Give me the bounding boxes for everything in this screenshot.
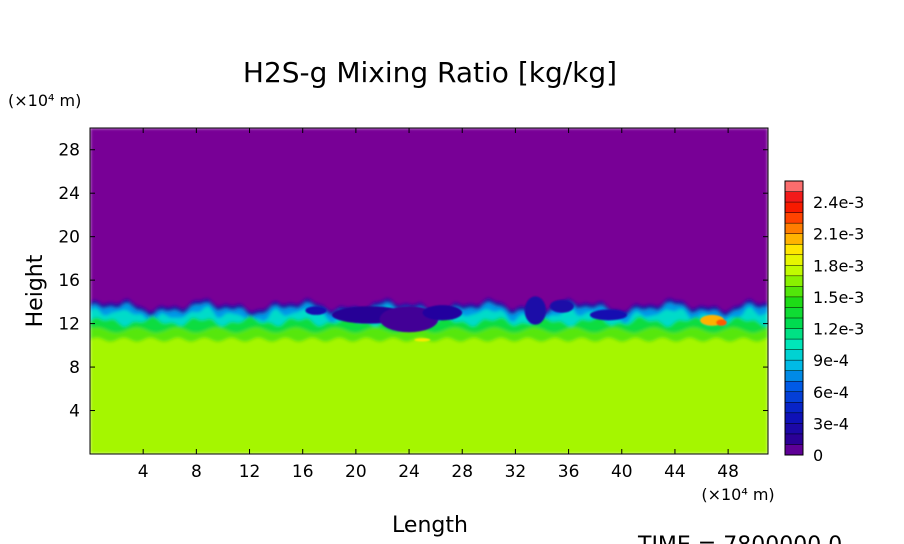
colorbar-label: 6e-4 — [813, 383, 849, 402]
y-tick-label: 24 — [58, 184, 80, 204]
colorbar-frame — [784, 180, 804, 456]
x-tick-label: 8 — [191, 462, 202, 482]
colorbar-label: 1.2e-3 — [813, 320, 864, 339]
x-tick-label: 12 — [239, 462, 261, 482]
colorbar-swatch — [785, 202, 803, 213]
y-tick-label: 16 — [58, 271, 80, 291]
y-axis-unit: (×10⁴ m) — [8, 91, 81, 110]
chart-title: H2S-g Mixing Ratio [kg/kg] — [243, 56, 617, 89]
colorbar-swatch — [785, 423, 803, 435]
x-axis-unit: (×10⁴ m) — [701, 485, 774, 504]
colorbar-swatch — [785, 244, 803, 256]
colorbar-label: 0 — [813, 446, 823, 465]
colorbar-swatch — [785, 233, 803, 245]
colorbar-swatch — [785, 444, 803, 456]
x-tick-label: 32 — [505, 462, 527, 482]
x-tick-label: 24 — [398, 462, 420, 482]
y-tick-label: 4 — [69, 402, 80, 422]
y-tick-label: 8 — [69, 358, 80, 378]
colorbar-swatch — [785, 318, 803, 329]
x-tick-label: 36 — [558, 462, 580, 482]
colorbar-swatch — [785, 254, 803, 266]
x-tick-label: 44 — [664, 462, 686, 482]
colorbar-swatch — [785, 328, 803, 340]
colorbar-swatch — [785, 181, 803, 192]
colorbar-swatch — [785, 391, 803, 403]
y-tick-label: 20 — [58, 228, 80, 248]
colorbar-swatch — [785, 275, 803, 287]
x-tick-label: 40 — [611, 462, 633, 482]
plot-frame — [89, 127, 769, 455]
colorbar-label: 3e-4 — [813, 414, 849, 433]
colorbar-swatch — [785, 349, 803, 361]
colorbar-swatch — [785, 191, 803, 203]
colorbar-label: 1.5e-3 — [813, 288, 864, 307]
colorbar-label: 2.4e-3 — [813, 193, 864, 212]
colorbar-swatch — [785, 296, 803, 308]
colorbar-swatch — [785, 286, 803, 298]
colorbar-swatch — [785, 370, 803, 382]
y-axis-label: Height — [23, 254, 48, 327]
x-axis: 4 8 12 16 20 24 28 32 36 40 44 48 — [138, 128, 739, 482]
colorbar-swatch — [785, 339, 803, 350]
colorbar-swatch — [785, 307, 803, 319]
x-tick-label: 20 — [345, 462, 367, 482]
x-tick-label: 28 — [451, 462, 473, 482]
x-tick-label: 4 — [138, 462, 149, 482]
colorbar-swatch — [785, 381, 803, 393]
time-label: TIME = 7800000.0 — [637, 533, 842, 544]
x-tick-label: 48 — [717, 462, 739, 482]
y-axis: 4 8 12 16 20 24 28 — [58, 141, 768, 422]
colorbar-swatch — [785, 265, 803, 277]
colorbar-swatch — [785, 412, 803, 424]
colorbar-label: 1.8e-3 — [813, 256, 864, 275]
heatmap-field — [90, 128, 768, 454]
colorbar-swatch — [785, 360, 803, 371]
colorbar-swatch — [785, 223, 803, 234]
y-tick-label: 12 — [58, 315, 80, 335]
x-axis-label: Length — [392, 513, 468, 538]
colorbar-swatch — [785, 212, 803, 224]
colorbar-label: 9e-4 — [813, 351, 849, 370]
colorbar: 2.4e-3 2.1e-3 1.8e-3 1.5e-3 1.2e-3 9e-4 6e-4 3e… — [784, 180, 864, 465]
x-tick-label: 16 — [292, 462, 314, 482]
colorbar-swatch — [785, 402, 803, 414]
colorbar-swatch — [785, 433, 803, 445]
colorbar-label: 2.1e-3 — [813, 225, 864, 244]
y-tick-label: 28 — [58, 141, 80, 161]
